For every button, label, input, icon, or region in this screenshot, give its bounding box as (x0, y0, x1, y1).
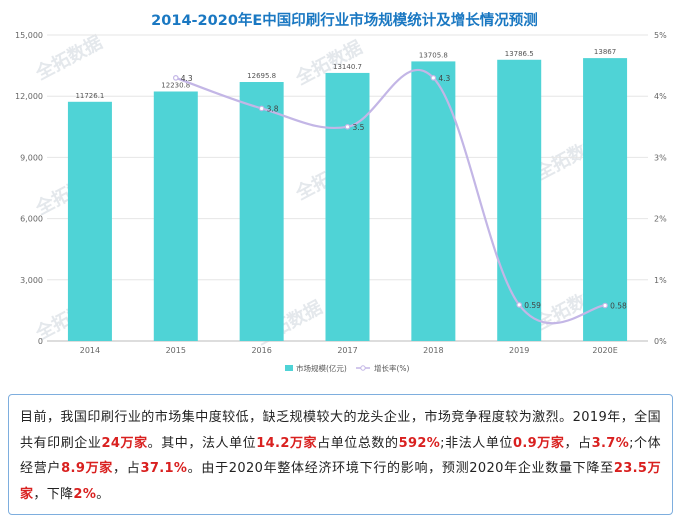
body-text: 占单位总数的 (317, 435, 399, 451)
y-left-tick-label: 3,000 (20, 276, 43, 285)
body-text: 目前，我国印刷行业的市场集中度较低，缺乏规模较大的龙头企业，市场竞争程度较为激烈… (20, 410, 661, 451)
y-right-tick-label: 0% (654, 337, 667, 346)
growth-value-label: 0.59 (524, 301, 541, 310)
growth-point-2015 (172, 75, 179, 81)
highlight-text: 23.5万家 (20, 461, 661, 502)
chart-title: 2014-2020年E中国印刷行业市场规模统计及增长情况预测 (151, 13, 538, 29)
bar-value-label: 13786.5 (505, 50, 534, 58)
body-text: ，占 (564, 435, 592, 451)
y-right-tick-label: 2% (654, 215, 667, 224)
growth-point-2020E (602, 302, 608, 309)
y-left-tick-label: 12,000 (15, 92, 43, 101)
highlight-text: 14.2万家 (256, 435, 318, 451)
legend-bar-swatch (285, 365, 293, 371)
growth-point-2017 (344, 124, 351, 130)
x-tick-label: 2018 (423, 346, 443, 355)
y-right-tick-label: 3% (654, 153, 667, 162)
highlight-text: 24万家 (101, 435, 148, 451)
y-left-tick-label: 9,000 (20, 153, 43, 162)
legend-line-label: 增长率(%) (374, 363, 410, 373)
growth-value-label: 0.58 (610, 302, 627, 311)
bar-2017 (325, 72, 370, 341)
bar-2014 (67, 101, 112, 341)
highlight-text: 37.1% (140, 461, 188, 476)
x-tick-label: 2020E (592, 346, 617, 355)
y-right-tick-label: 4% (654, 92, 667, 101)
growth-point-2018 (430, 75, 437, 81)
legend-line-marker (360, 365, 366, 371)
x-tick-label: 2015 (166, 346, 186, 355)
y-right-tick-label: 1% (654, 276, 667, 285)
bar-2020E (583, 58, 628, 342)
body-text: ;个体经营户 (20, 435, 661, 477)
bar-2016 (239, 82, 284, 341)
bar-value-label: 13140.7 (333, 63, 362, 71)
body-text: 。由于2020年整体经济环境下行的影响，预测2020年企业数量下降至 (187, 461, 614, 476)
x-tick-label: 2016 (251, 346, 271, 355)
growth-value-label: 3.8 (267, 104, 279, 113)
y-left-tick-label: 15,000 (15, 31, 43, 40)
highlight-text: 0.9万家 (513, 435, 565, 451)
bar-2015 (153, 91, 198, 342)
body-text: 。 (96, 486, 110, 502)
bar-value-label: 12230.8 (161, 81, 190, 89)
x-tick-label: 2019 (509, 346, 529, 355)
growth-point-2019 (516, 302, 523, 308)
y-left-tick-label: 0 (38, 337, 43, 346)
bar-2018 (411, 61, 456, 342)
body-text: 。其中，法人单位 (147, 435, 257, 451)
growth-value-label: 3.5 (353, 123, 365, 132)
y-left-tick-label: 6,000 (20, 215, 43, 224)
x-tick-label: 2014 (80, 346, 100, 355)
bar-2019 (497, 59, 542, 341)
growth-point-2016 (258, 105, 265, 112)
bar-value-label: 13705.8 (419, 51, 448, 59)
body-text: ，占 (113, 461, 141, 476)
description-box: 目前，我国印刷行业的市场集中度较低，缺乏规模较大的龙头企业，市场竞争程度较为激烈… (8, 394, 673, 515)
growth-value-label: 4.3 (181, 74, 193, 83)
bar-value-label: 13867 (594, 48, 616, 56)
bar-value-label: 11726.1 (75, 92, 104, 100)
chart-svg: 全拓数据全拓数据全拓数据全拓数据全拓数据全拓数据全拓数据全拓数据03,0006,… (15, 31, 667, 373)
legend-bar-label: 市场规模(亿元) (296, 363, 347, 373)
x-tick-label: 2017 (337, 346, 357, 355)
highlight-text: 592% (398, 435, 441, 451)
bar-value-label: 12695.8 (247, 72, 276, 80)
highlight-text: 3.7% (591, 435, 630, 451)
highlight-text: 2% (73, 486, 97, 502)
highlight-text: 8.9万家 (61, 461, 114, 476)
growth-value-label: 4.3 (438, 74, 450, 83)
y-right-tick-label: 5% (654, 31, 667, 40)
body-text: ;非法人单位 (440, 435, 513, 451)
body-text: ，下降 (33, 486, 74, 502)
chart-area: 全拓数据全拓数据全拓数据全拓数据全拓数据全拓数据全拓数据全拓数据03,0006,… (15, 13, 667, 373)
